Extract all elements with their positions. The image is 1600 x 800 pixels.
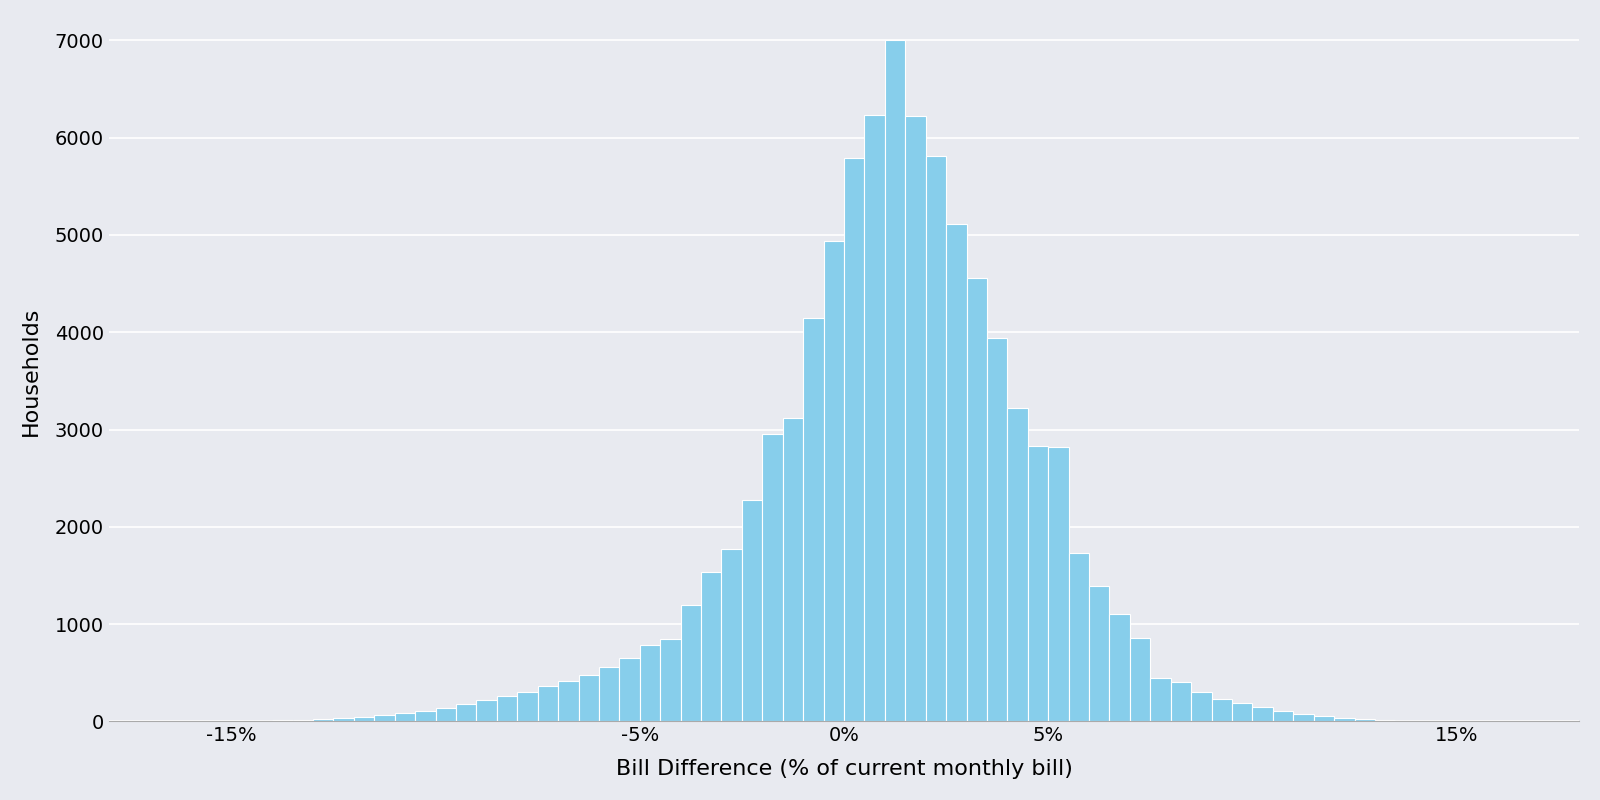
- Bar: [395, 713, 414, 722]
- Bar: [1171, 682, 1190, 722]
- Bar: [1130, 638, 1150, 722]
- Bar: [374, 715, 395, 722]
- Bar: [333, 718, 354, 722]
- Bar: [722, 549, 742, 722]
- Bar: [498, 696, 517, 722]
- Bar: [354, 717, 374, 722]
- Bar: [803, 318, 824, 722]
- Bar: [701, 571, 722, 722]
- X-axis label: Bill Difference (% of current monthly bill): Bill Difference (% of current monthly bi…: [616, 759, 1072, 779]
- Bar: [906, 116, 926, 722]
- Bar: [1008, 408, 1027, 722]
- Bar: [293, 720, 314, 722]
- Bar: [1090, 586, 1109, 722]
- Bar: [558, 681, 579, 722]
- Bar: [946, 224, 966, 722]
- Bar: [1069, 553, 1090, 722]
- Bar: [598, 667, 619, 722]
- Bar: [435, 708, 456, 722]
- Bar: [966, 278, 987, 722]
- Bar: [1027, 446, 1048, 722]
- Bar: [1274, 710, 1293, 722]
- Bar: [885, 40, 906, 722]
- Bar: [1334, 718, 1355, 722]
- Bar: [1190, 692, 1211, 722]
- Bar: [1253, 707, 1274, 722]
- Bar: [640, 645, 661, 722]
- Bar: [1314, 716, 1334, 722]
- Bar: [1374, 721, 1395, 722]
- Bar: [619, 658, 640, 722]
- Bar: [742, 499, 762, 722]
- Bar: [1048, 447, 1069, 722]
- Bar: [414, 710, 435, 722]
- Bar: [824, 241, 845, 722]
- Bar: [782, 418, 803, 722]
- Bar: [1150, 678, 1171, 722]
- Y-axis label: Households: Households: [21, 306, 42, 436]
- Bar: [477, 701, 498, 722]
- Bar: [864, 115, 885, 722]
- Bar: [314, 719, 333, 722]
- Bar: [762, 434, 782, 722]
- Bar: [845, 158, 864, 722]
- Bar: [1293, 714, 1314, 722]
- Bar: [680, 605, 701, 722]
- Bar: [517, 692, 538, 722]
- Bar: [272, 720, 293, 722]
- Bar: [1355, 719, 1374, 722]
- Bar: [538, 686, 558, 722]
- Bar: [1109, 614, 1130, 722]
- Bar: [661, 638, 680, 722]
- Bar: [1232, 703, 1253, 722]
- Bar: [1211, 699, 1232, 722]
- Bar: [456, 704, 477, 722]
- Bar: [579, 674, 598, 722]
- Bar: [926, 156, 946, 722]
- Bar: [987, 338, 1008, 722]
